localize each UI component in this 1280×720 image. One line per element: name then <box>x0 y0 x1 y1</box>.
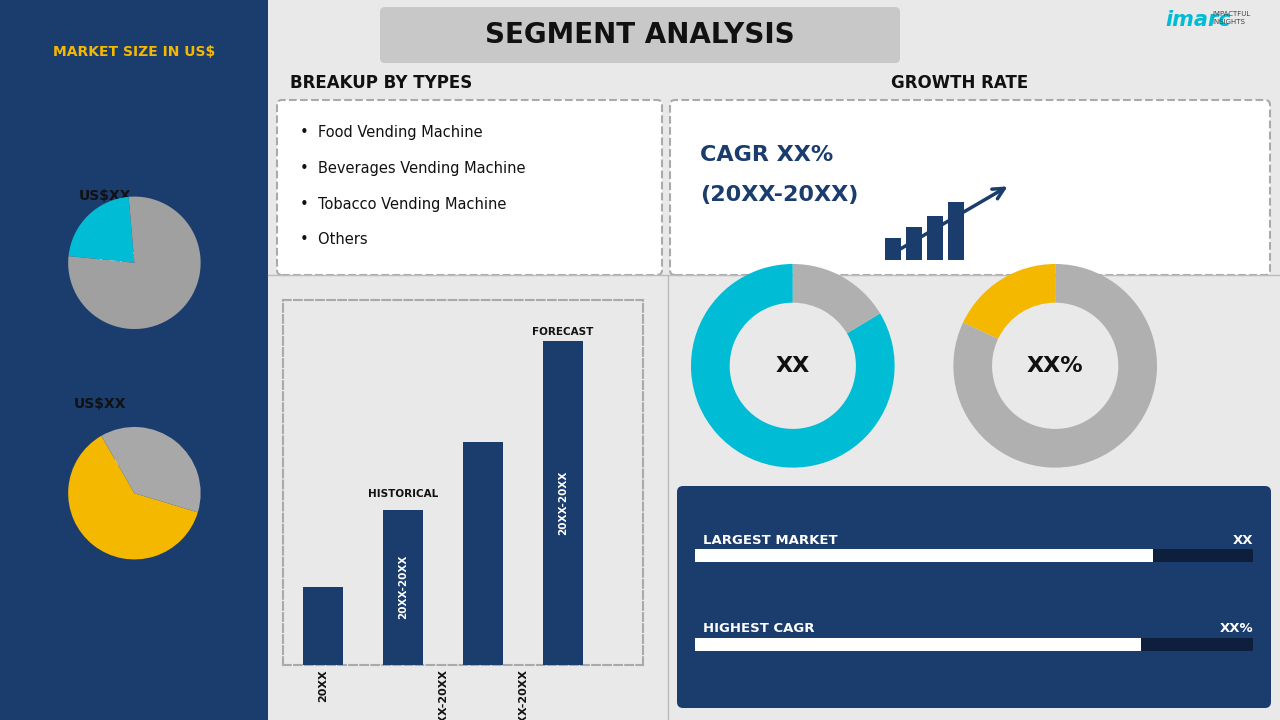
Text: HIGHEST CAGR: HIGHEST CAGR <box>703 622 814 635</box>
Bar <box>463 442 503 665</box>
FancyBboxPatch shape <box>380 7 900 63</box>
Wedge shape <box>101 427 201 513</box>
Text: IMPACTFUL
INSIGHTS: IMPACTFUL INSIGHTS <box>1212 11 1251 25</box>
Text: XX: XX <box>1233 534 1253 546</box>
FancyBboxPatch shape <box>276 100 662 275</box>
Text: XX%: XX% <box>1027 356 1083 376</box>
Wedge shape <box>954 264 1157 467</box>
Bar <box>927 216 943 260</box>
Bar <box>543 341 582 665</box>
Bar <box>695 637 1142 650</box>
Text: GROWTH RATE: GROWTH RATE <box>891 74 1029 92</box>
Wedge shape <box>69 197 134 263</box>
Text: •  Tobacco Vending Machine: • Tobacco Vending Machine <box>300 197 507 212</box>
Text: •  Others: • Others <box>300 233 367 248</box>
Text: CURRENT: CURRENT <box>97 251 170 265</box>
Bar <box>906 227 922 260</box>
Bar <box>303 588 343 665</box>
Bar <box>948 202 964 260</box>
Wedge shape <box>792 264 881 333</box>
Bar <box>268 0 1280 720</box>
Text: •  Beverages Vending Machine: • Beverages Vending Machine <box>300 161 526 176</box>
Bar <box>1152 549 1253 562</box>
Bar <box>383 510 422 665</box>
Text: HISTORICAL: HISTORICAL <box>367 490 438 500</box>
Bar <box>884 238 901 260</box>
Text: BREAKUP BY TYPES: BREAKUP BY TYPES <box>291 74 472 92</box>
Wedge shape <box>691 264 895 467</box>
Text: SEGMENT ANALYSIS: SEGMENT ANALYSIS <box>485 21 795 49</box>
Wedge shape <box>68 436 198 559</box>
FancyBboxPatch shape <box>669 100 1270 275</box>
Bar <box>1142 637 1253 650</box>
FancyBboxPatch shape <box>677 486 1271 708</box>
Text: CAGR XX%: CAGR XX% <box>700 145 833 165</box>
Bar <box>268 0 1280 65</box>
Text: 20XX-20XX: 20XX-20XX <box>398 555 408 619</box>
Text: •  Food Vending Machine: • Food Vending Machine <box>300 125 483 140</box>
Text: (20XX-20XX): (20XX-20XX) <box>700 185 859 205</box>
Bar <box>695 549 1152 562</box>
Text: FORECAST: FORECAST <box>93 458 175 472</box>
Text: US$XX: US$XX <box>74 397 127 411</box>
Text: XX: XX <box>776 356 810 376</box>
Text: XX%: XX% <box>1220 622 1253 635</box>
Text: MARKET SIZE IN US$: MARKET SIZE IN US$ <box>52 45 215 59</box>
Text: FORECAST: FORECAST <box>532 327 594 337</box>
Text: US$XX: US$XX <box>79 189 132 203</box>
Wedge shape <box>68 197 201 329</box>
Text: 20XX-20XX: 20XX-20XX <box>558 471 568 535</box>
Wedge shape <box>963 264 1055 339</box>
Text: imarc: imarc <box>1165 10 1230 30</box>
Text: LARGEST MARKET: LARGEST MARKET <box>703 534 837 546</box>
